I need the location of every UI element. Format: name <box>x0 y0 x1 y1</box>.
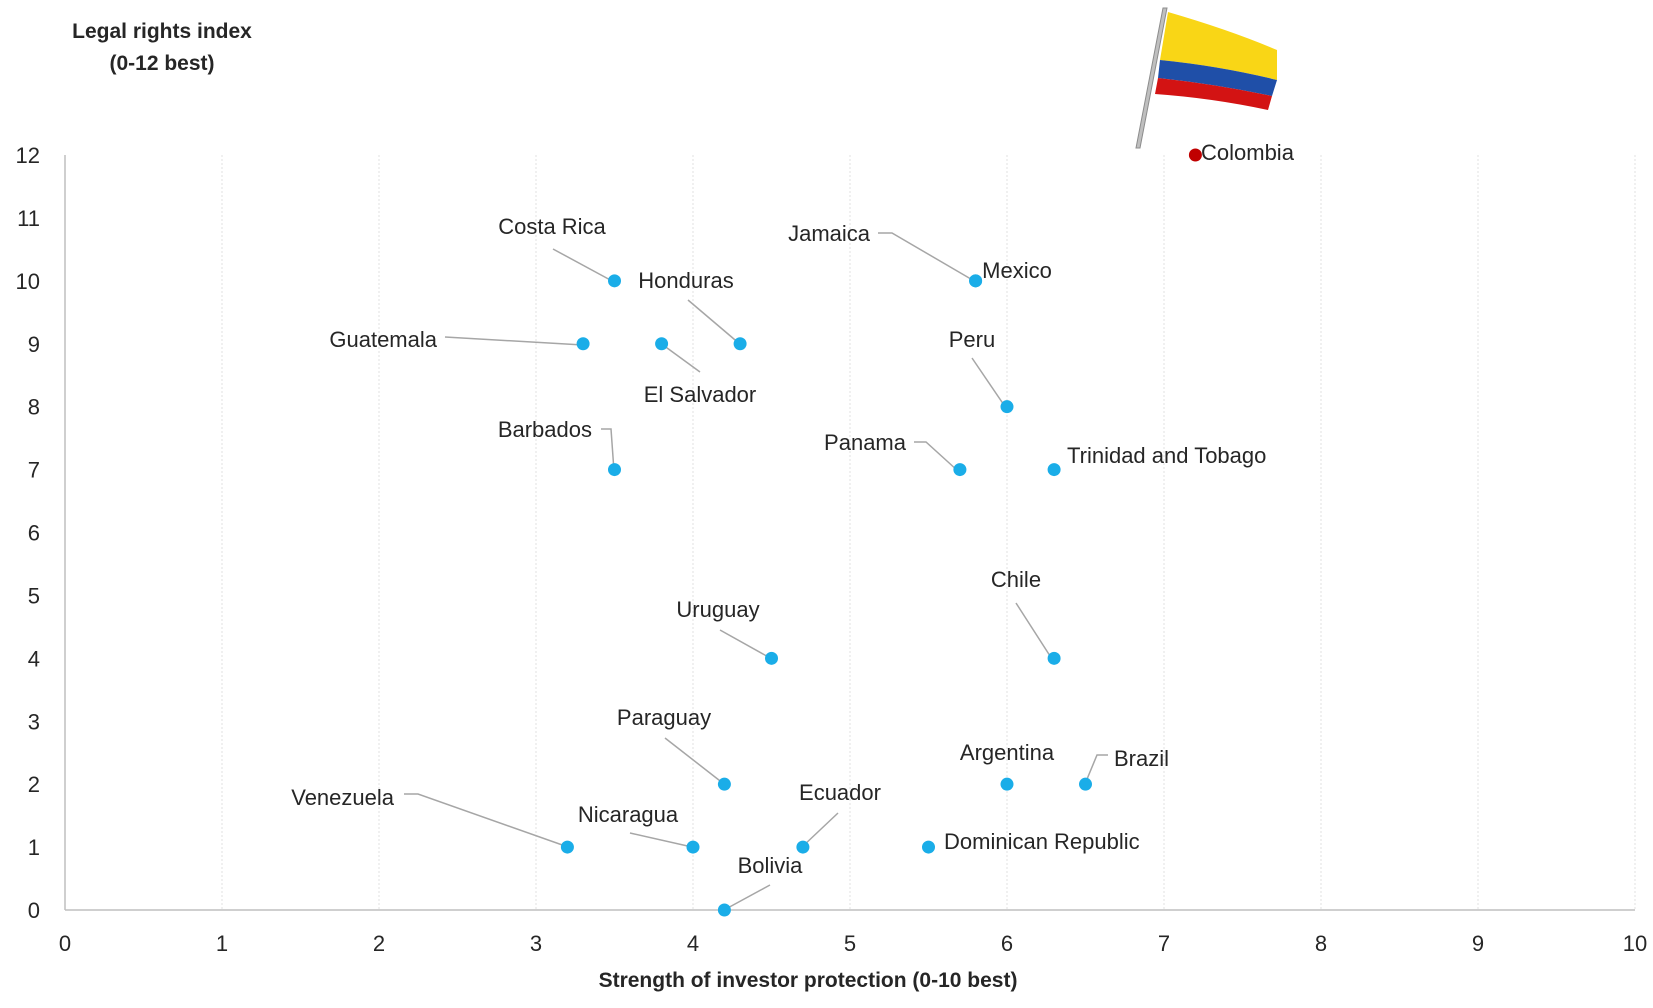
axes <box>64 155 1635 911</box>
point-label-ecuador: Ecuador <box>799 780 881 805</box>
data-point-nicaragua <box>686 840 700 854</box>
data-point-bolivia <box>717 903 731 917</box>
y-axis-title-line-1: Legal rights index <box>72 20 252 43</box>
x-tick-labels: 0 1 2 3 4 5 6 7 8 9 10 <box>59 931 1647 956</box>
y-tick-label: 7 <box>28 458 40 483</box>
data-point-barbados <box>608 463 621 477</box>
data-point-ecuador <box>796 840 810 854</box>
data-point-trinidad-and-tobago <box>1047 463 1061 477</box>
leader-line-panama <box>914 441 959 472</box>
x-tick-label: 10 <box>1623 931 1647 956</box>
point-label-brazil: Brazil <box>1114 746 1169 771</box>
y-tick-label: 4 <box>28 646 40 671</box>
leader-line-jamaica <box>878 232 977 283</box>
data-point-uruguay <box>765 651 778 665</box>
y-tick-label: 9 <box>28 332 40 357</box>
point-label-bolivia: Bolivia <box>738 853 804 878</box>
x-tick-label: 5 <box>844 931 856 956</box>
point-label-honduras: Honduras <box>638 268 733 293</box>
point-label-paraguay: Paraguay <box>617 705 711 730</box>
data-point-el-salvador <box>655 337 669 351</box>
leader-line-el-salvador <box>662 344 701 373</box>
y-tick-label: 3 <box>28 709 40 734</box>
x-axis-title: Strength of investor protection (0-10 be… <box>599 969 1018 992</box>
gridlines <box>221 155 1636 910</box>
x-tick-label: 4 <box>687 931 699 956</box>
x-tick-label: 1 <box>216 931 228 956</box>
point-label-panama: Panama <box>824 430 907 455</box>
data-point-brazil <box>1079 777 1092 791</box>
x-tick-label: 9 <box>1472 931 1484 956</box>
leader-line-peru <box>971 357 1007 409</box>
x-tick-label: 6 <box>1001 931 1013 956</box>
data-point-venezuela <box>560 840 574 854</box>
point-label-el-salvador: El Salvador <box>644 382 757 407</box>
point-label-venezuela: Venezuela <box>291 785 395 810</box>
data-point-colombia <box>1188 148 1202 162</box>
leader-line-guatemala <box>444 336 584 346</box>
leader-lines <box>404 232 1108 911</box>
point-label-argentina: Argentina <box>960 740 1055 765</box>
data-point-jamaica <box>969 274 983 288</box>
point-label-mexico: Mexico <box>982 258 1052 283</box>
data-point-dominican-republic <box>922 840 935 854</box>
y-tick-label: 11 <box>17 206 40 231</box>
data-point-panama <box>953 463 967 477</box>
leader-line-uruguay <box>719 629 773 660</box>
y-tick-label: 1 <box>28 835 40 860</box>
data-point-peru <box>1000 400 1014 414</box>
data-points <box>560 148 1202 917</box>
point-label-trinidad-and-tobago: Trinidad and Tobago <box>1067 443 1266 468</box>
leader-line-nicaragua <box>629 832 693 848</box>
data-point-costa-rica <box>608 274 621 288</box>
data-point-argentina <box>1000 777 1014 791</box>
point-label-peru: Peru <box>949 327 995 352</box>
x-tick-label: 2 <box>373 931 385 956</box>
point-labels: Colombia Costa Rica Mexico Jamaica Guatemala… <box>291 140 1294 878</box>
point-label-colombia: Colombia <box>1201 140 1295 165</box>
leader-line-bolivia <box>723 884 771 911</box>
data-point-honduras <box>733 337 747 351</box>
y-tick-label: 5 <box>28 583 40 608</box>
leader-line-honduras <box>687 299 742 346</box>
y-tick-label: 2 <box>28 772 40 797</box>
x-tick-label: 0 <box>59 931 71 956</box>
point-label-jamaica: Jamaica <box>788 221 871 246</box>
x-tick-label: 8 <box>1315 931 1327 956</box>
point-label-uruguay: Uruguay <box>676 597 759 622</box>
data-point-paraguay <box>717 777 731 791</box>
leader-line-barbados <box>601 428 615 472</box>
y-tick-label: 0 <box>28 898 40 923</box>
data-point-guatemala <box>576 337 590 351</box>
point-label-costa-rica: Costa Rica <box>498 214 606 239</box>
y-axis-title-line-2: (0-12 best) <box>109 52 214 75</box>
point-label-barbados: Barbados <box>498 417 592 442</box>
point-label-dominican-republic: Dominican Republic <box>944 829 1140 854</box>
y-tick-label: 10 <box>16 269 40 294</box>
leader-line-paraguay <box>664 737 725 785</box>
y-tick-label: 8 <box>28 395 40 420</box>
colombia-flag-icon <box>1135 7 1277 149</box>
y-tick-label: 6 <box>28 521 40 546</box>
leader-line-ecuador <box>801 812 839 848</box>
y-tick-label: 12 <box>16 143 40 168</box>
x-tick-label: 7 <box>1158 931 1170 956</box>
x-tick-label: 3 <box>530 931 542 956</box>
data-point-chile <box>1047 651 1061 665</box>
leader-line-venezuela <box>404 793 569 848</box>
point-label-chile: Chile <box>991 567 1041 592</box>
point-label-guatemala: Guatemala <box>329 327 437 352</box>
leader-line-chile <box>1015 602 1053 660</box>
leader-line-costa-rica <box>552 248 615 283</box>
point-label-nicaragua: Nicaragua <box>578 802 679 827</box>
leader-line-brazil <box>1084 754 1108 785</box>
